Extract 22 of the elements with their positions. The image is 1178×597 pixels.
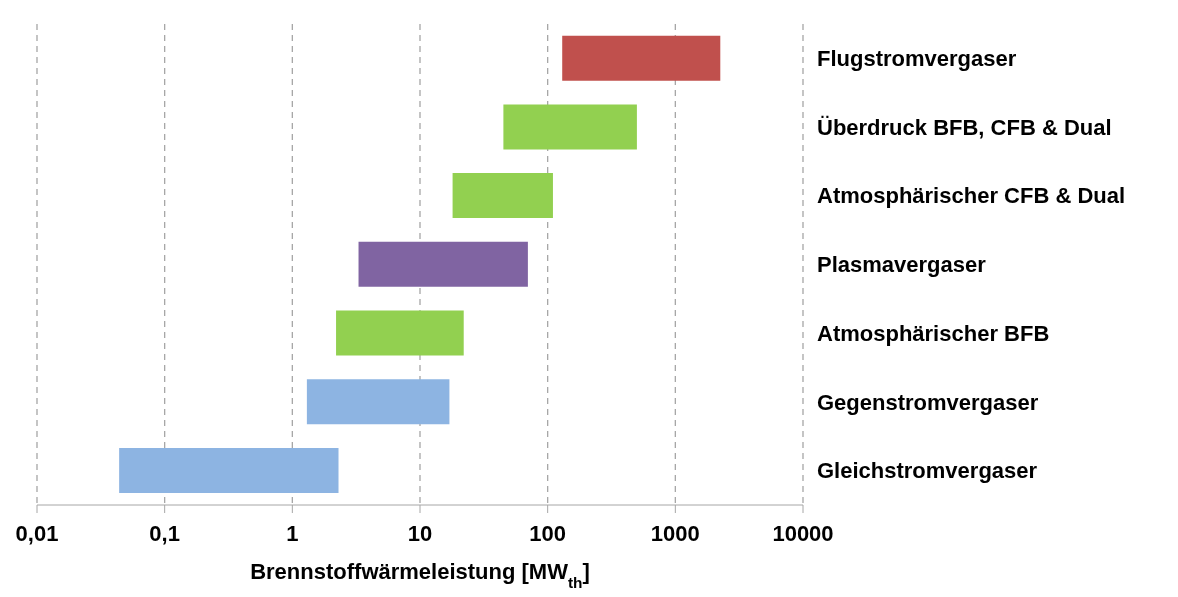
x-tick-label: 1000	[650, 521, 700, 546]
bar	[503, 104, 637, 150]
y-tick-label: Gegenstromvergaser	[817, 389, 1039, 415]
x-tick-label: 0,1	[149, 521, 180, 546]
y-tick-label: Atmosphärischer BFB	[817, 320, 1050, 346]
bar	[119, 447, 339, 493]
x-tick-label: 100	[529, 521, 567, 546]
y-tick-label: Atmosphärischer CFB & Dual	[817, 183, 1126, 209]
bar	[562, 35, 721, 81]
bar	[306, 379, 450, 425]
bar	[452, 173, 553, 219]
y-tick-label: Überdruck BFB, CFB & Dual	[817, 114, 1112, 140]
x-tick-label: 10	[407, 521, 433, 546]
x-axis-title: Brennstoffwärmeleistung [MW$_{th}$]	[250, 559, 590, 591]
y-tick-label: Flugstromvergaser	[817, 46, 1017, 72]
x-tick-label: 1	[286, 521, 299, 546]
x-tick-label: 10000	[772, 521, 834, 546]
bar	[358, 241, 528, 287]
y-tick-label: Plasmavergaser	[817, 252, 987, 278]
x-tick-label: 0,01	[15, 521, 59, 546]
y-tick-label: Gleichstromvergaser	[817, 458, 1038, 484]
bar	[336, 310, 464, 356]
